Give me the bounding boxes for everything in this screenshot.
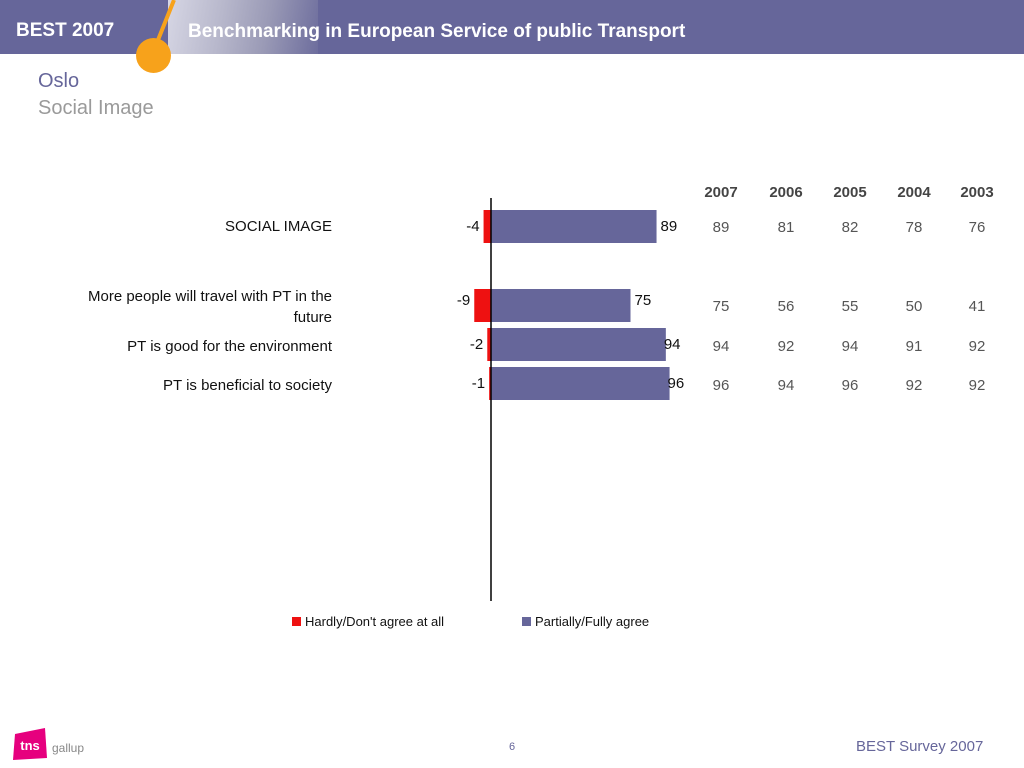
year-column-header: 2007 (704, 184, 738, 201)
bar-negative (474, 289, 491, 322)
legend-label-negative: Hardly/Don't agree at all (305, 614, 445, 629)
legend-swatch-positive (522, 617, 531, 626)
tns-logo-icon: tns (13, 728, 47, 760)
bar-negative (489, 367, 491, 400)
data-label-negative: -4 (466, 218, 480, 235)
bar-positive (491, 289, 631, 322)
category-label: More people will travel with PT in the (88, 288, 332, 305)
year-table-cell: 55 (841, 298, 859, 315)
year-column-header: 2005 (833, 184, 867, 201)
bar-negative (483, 210, 491, 243)
bar-positive (491, 328, 666, 361)
year-table-cell: 75 (712, 298, 730, 315)
year-table-cell: 96 (841, 377, 859, 394)
year-table-cell: 81 (777, 219, 795, 236)
data-label-negative: -9 (456, 292, 471, 309)
year-table-cell: 92 (968, 377, 986, 394)
year-table-cell: 96 (712, 377, 730, 394)
brand-label: BEST 2007 (16, 20, 115, 41)
orange-dot-decoration (136, 38, 171, 73)
legend-item-positive: Partially/Fully agree (522, 614, 649, 629)
page-subtitle: Social Image (38, 97, 154, 119)
legend-item-negative: Hardly/Don't agree at all (292, 614, 444, 629)
year-table-cell: 76 (968, 219, 986, 236)
category-label: PT is beneficial to society (163, 377, 332, 394)
category-label: future (293, 309, 332, 326)
data-label-positive: 94 (663, 336, 681, 353)
year-table-cell: 94 (841, 338, 859, 355)
footer-survey-label: BEST Survey 2007 (856, 738, 984, 755)
year-column-header: 2006 (769, 184, 803, 201)
year-table-cell: 78 (905, 219, 923, 236)
category-label: PT is good for the environment (127, 338, 332, 355)
page-title: Oslo (38, 70, 80, 92)
year-table-cell: 92 (777, 338, 795, 355)
year-table-cell: 56 (777, 298, 795, 315)
year-table-cell: 50 (905, 298, 923, 315)
year-table-cell: 94 (777, 377, 795, 394)
year-table-cell: 91 (905, 338, 923, 355)
logo-mark: tns (20, 738, 40, 753)
header-banner: BEST 2007 Benchmarking in European Servi… (0, 0, 1024, 54)
page-number: 6 (508, 741, 516, 753)
data-label-positive: 89 (660, 218, 678, 235)
data-label-negative: -1 (471, 375, 486, 392)
year-table-cell: 92 (905, 377, 923, 394)
year-column-header: 2003 (960, 184, 994, 201)
data-label-positive: 75 (634, 292, 652, 309)
year-table-cell: 89 (712, 219, 730, 236)
bar-negative (487, 328, 491, 361)
year-table-cell: 94 (712, 338, 730, 355)
bar-positive (491, 210, 657, 243)
header-photo (168, 0, 318, 54)
category-label: SOCIAL IMAGE (225, 218, 332, 235)
year-column-header: 2004 (897, 184, 931, 201)
bar-positive (491, 367, 670, 400)
year-table-cell: 92 (968, 338, 986, 355)
year-table-cell: 82 (841, 219, 859, 236)
data-label-positive: 96 (667, 375, 685, 392)
header-title: Benchmarking in European Service of publ… (188, 21, 686, 42)
legend-swatch-negative (292, 617, 301, 626)
logo-text: gallup (52, 741, 85, 755)
data-label-negative: -2 (469, 336, 484, 353)
year-table-cell: 41 (968, 298, 986, 315)
legend-label-positive: Partially/Fully agree (535, 614, 650, 629)
